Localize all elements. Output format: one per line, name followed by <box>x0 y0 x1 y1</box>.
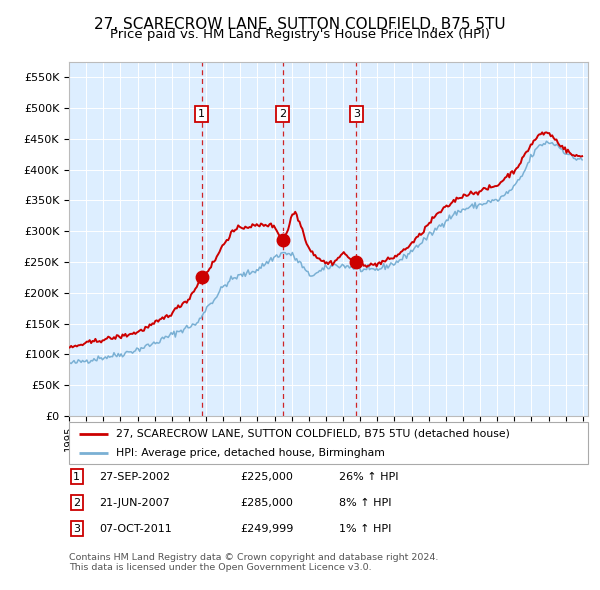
Text: 1: 1 <box>73 472 80 481</box>
Text: Price paid vs. HM Land Registry's House Price Index (HPI): Price paid vs. HM Land Registry's House … <box>110 28 490 41</box>
Text: 3: 3 <box>353 109 360 119</box>
Text: Contains HM Land Registry data © Crown copyright and database right 2024.: Contains HM Land Registry data © Crown c… <box>69 553 439 562</box>
Text: £249,999: £249,999 <box>240 524 293 533</box>
Text: 1% ↑ HPI: 1% ↑ HPI <box>339 524 391 533</box>
Text: 26% ↑ HPI: 26% ↑ HPI <box>339 472 398 481</box>
Text: 8% ↑ HPI: 8% ↑ HPI <box>339 498 391 507</box>
Text: £225,000: £225,000 <box>240 472 293 481</box>
Text: 3: 3 <box>73 524 80 533</box>
FancyBboxPatch shape <box>69 422 588 464</box>
Text: 27, SCARECROW LANE, SUTTON COLDFIELD, B75 5TU: 27, SCARECROW LANE, SUTTON COLDFIELD, B7… <box>94 17 506 31</box>
Text: 07-OCT-2011: 07-OCT-2011 <box>99 524 172 533</box>
Text: 1: 1 <box>198 109 205 119</box>
Text: HPI: Average price, detached house, Birmingham: HPI: Average price, detached house, Birm… <box>116 448 385 458</box>
Text: 2: 2 <box>279 109 286 119</box>
Text: £285,000: £285,000 <box>240 498 293 507</box>
Text: 27, SCARECROW LANE, SUTTON COLDFIELD, B75 5TU (detached house): 27, SCARECROW LANE, SUTTON COLDFIELD, B7… <box>116 429 509 439</box>
Text: 27-SEP-2002: 27-SEP-2002 <box>99 472 170 481</box>
Text: 21-JUN-2007: 21-JUN-2007 <box>99 498 170 507</box>
Text: 2: 2 <box>73 498 80 507</box>
Text: This data is licensed under the Open Government Licence v3.0.: This data is licensed under the Open Gov… <box>69 563 371 572</box>
